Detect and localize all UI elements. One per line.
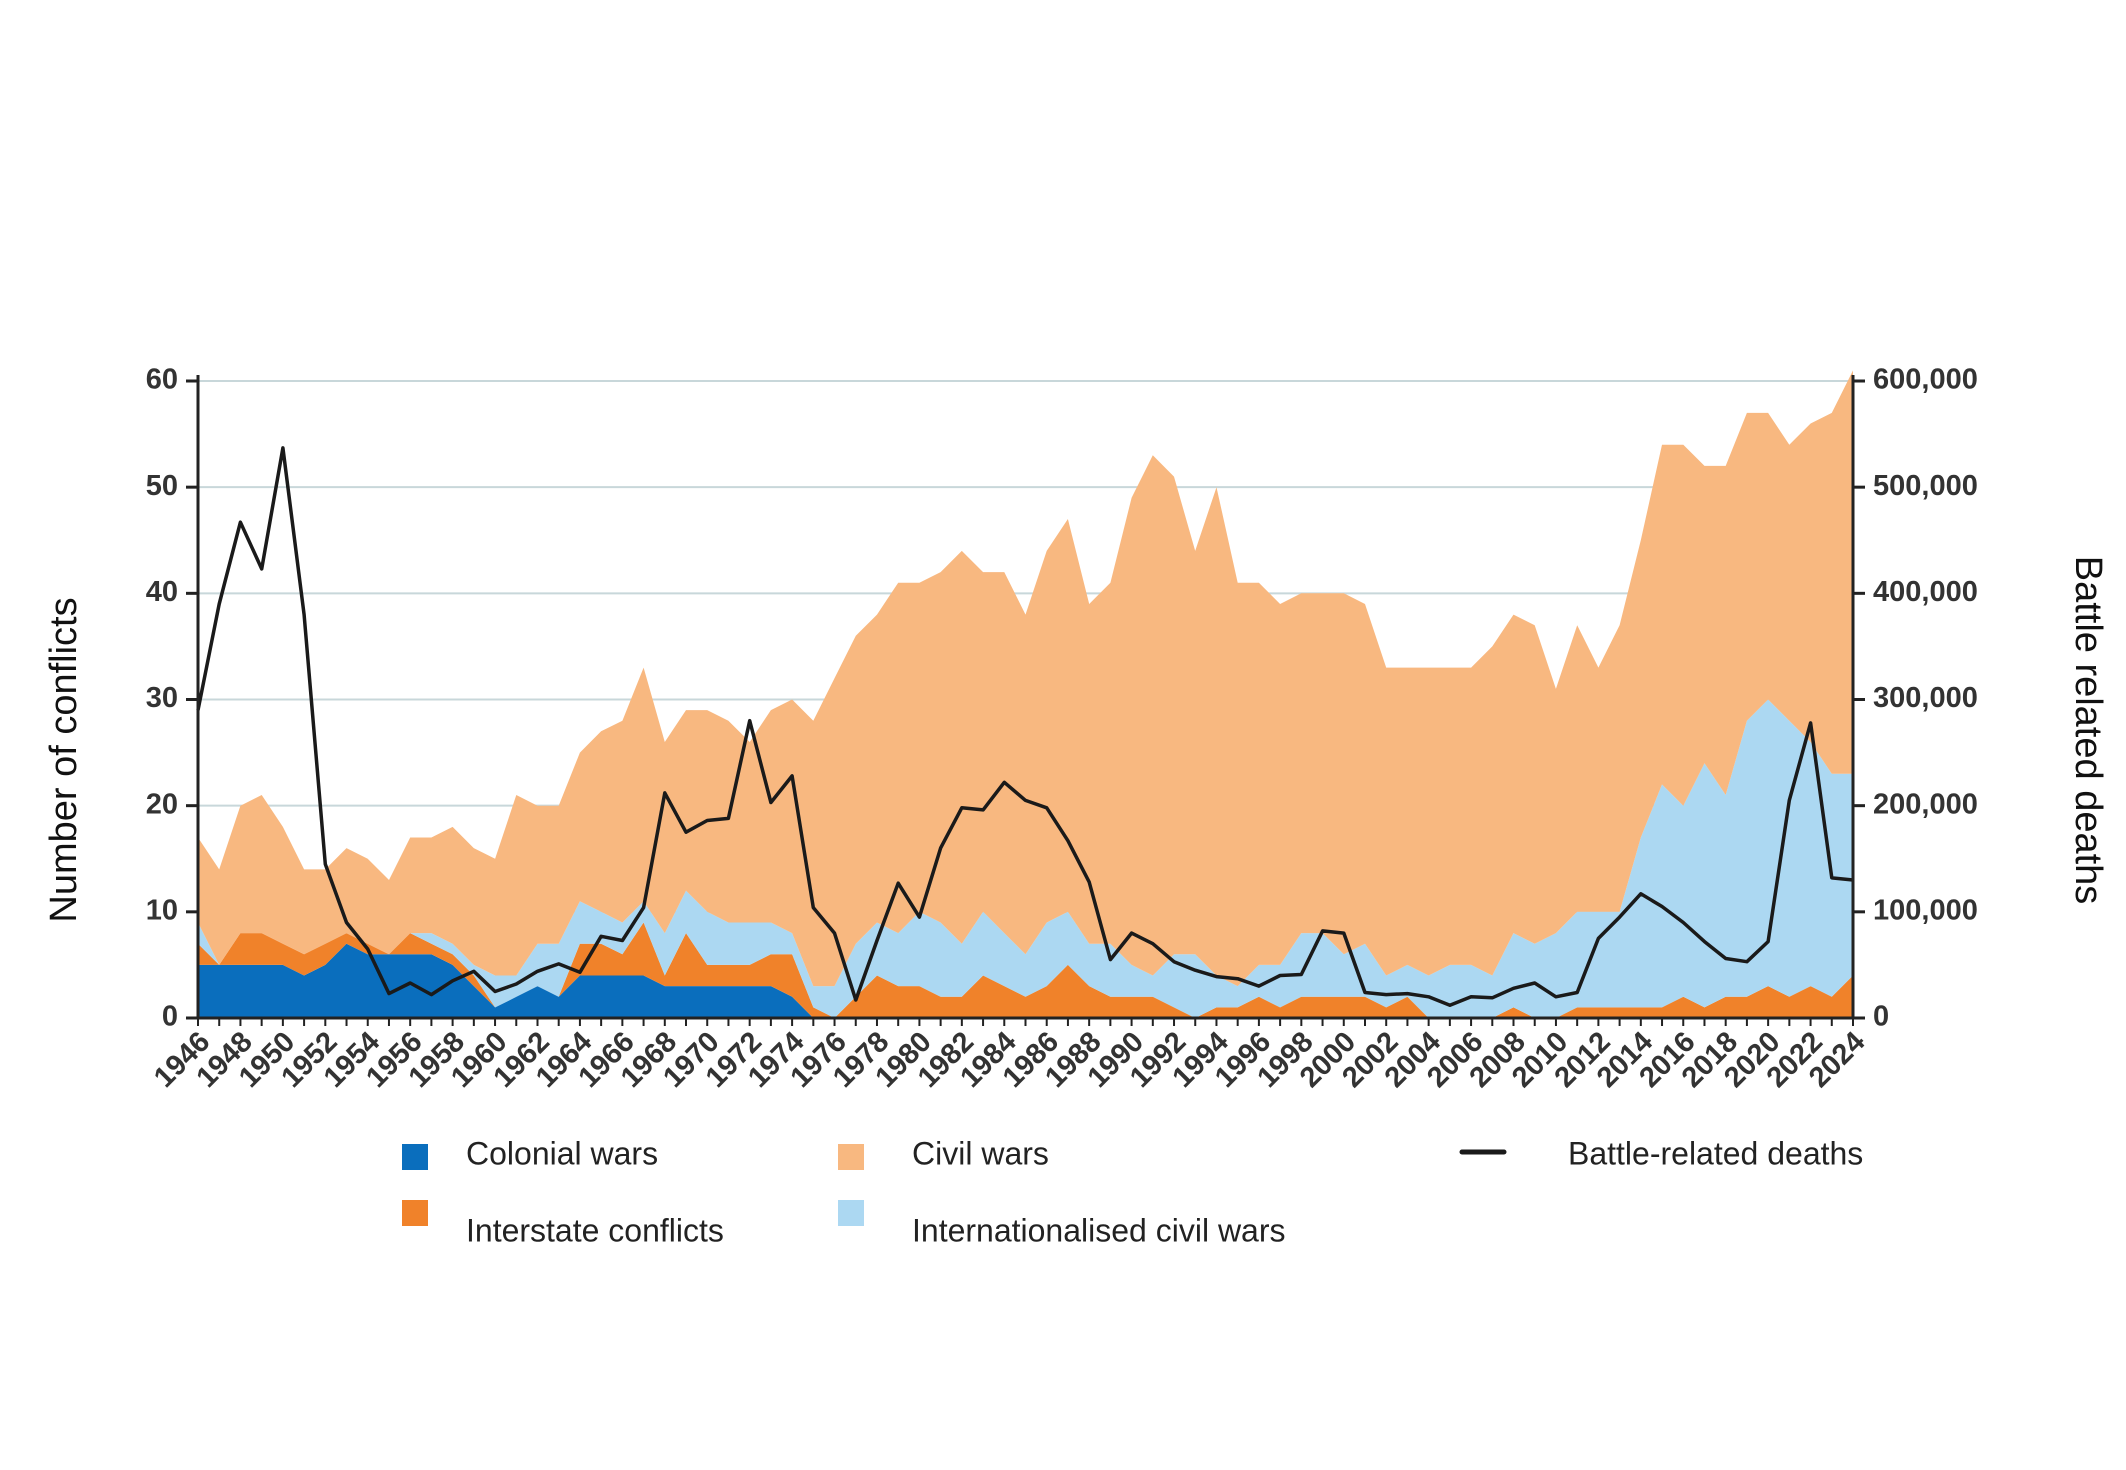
y-tick-label: 50 <box>146 470 178 502</box>
y-tick-label: 30 <box>146 682 178 714</box>
civil-wars-area <box>198 370 1853 987</box>
y-axis-label: Number of conflicts <box>43 597 85 922</box>
y2-axis-label: Battle related deaths <box>2067 556 2109 905</box>
y2-tick-label: 100,000 <box>1873 894 1978 926</box>
battle-deaths-line <box>196 446 1854 1008</box>
legend-label-internationalised: Internationalised civil wars <box>912 1212 1286 1248</box>
legend-swatch-internationalised <box>838 1200 864 1226</box>
y-tick-label: 10 <box>146 894 178 926</box>
legend-swatch-interstate <box>402 1200 428 1226</box>
y-tick-label: 40 <box>146 576 178 608</box>
legend-label-civil: Civil wars <box>912 1135 1049 1171</box>
y2-tick-label: 500,000 <box>1873 470 1978 502</box>
legend-label-colonial: Colonial wars <box>466 1135 658 1171</box>
x-tick-labels: 1946194819501952195419561958196019621964… <box>148 1018 1871 1094</box>
y2-tick-label: 600,000 <box>1873 364 1978 396</box>
legend-label-deaths: Battle-related deaths <box>1568 1135 1863 1171</box>
legend-swatch-civil <box>838 1144 864 1170</box>
interstate-conflicts-area <box>198 922 1853 1018</box>
y2-tick-label: 200,000 <box>1873 788 1978 820</box>
legend: Colonial wars Civil wars Battle-related … <box>402 1135 1863 1248</box>
colonial-wars-area <box>198 943 1853 1018</box>
legend-label-interstate: Interstate conflicts <box>466 1212 724 1248</box>
stacked-areas <box>198 370 1853 1018</box>
y2-tick-label: 0 <box>1873 1001 1889 1033</box>
right-tick-labels: 0 100,000 200,000 300,000 400,000 500,000 600,… <box>1853 364 1978 1033</box>
y-tick-label: 60 <box>146 364 178 396</box>
y-tick-label: 20 <box>146 788 178 820</box>
deaths-line-layer <box>196 446 1854 1008</box>
legend-swatch-colonial <box>402 1144 428 1170</box>
y2-tick-label: 400,000 <box>1873 576 1978 608</box>
y2-tick-label: 300,000 <box>1873 682 1978 714</box>
y-tick-label: 0 <box>162 1001 178 1033</box>
left-tick-labels: 0 10 20 30 40 50 60 <box>146 364 198 1033</box>
